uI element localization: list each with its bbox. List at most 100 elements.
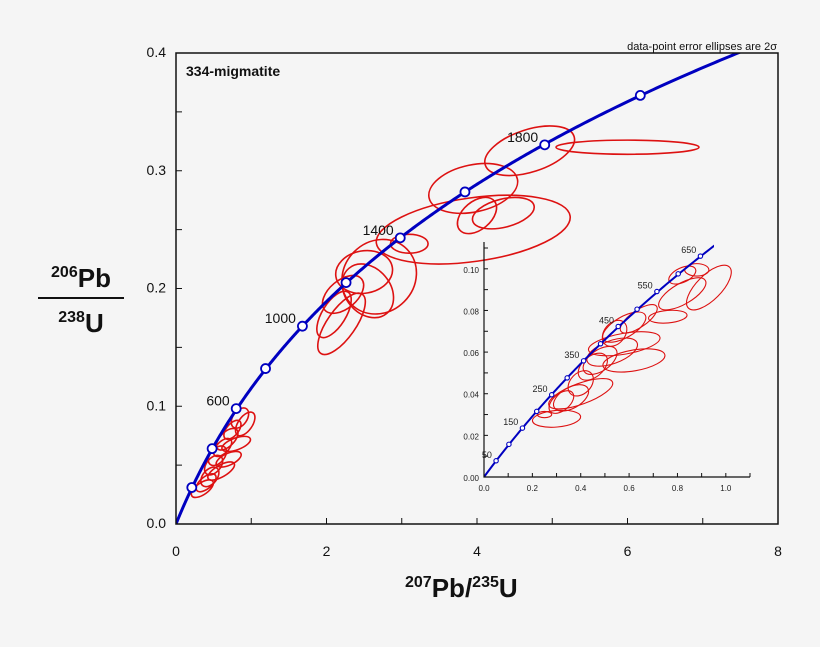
age-label: 600 xyxy=(206,393,230,409)
age-marker xyxy=(548,392,555,398)
error-ellipse xyxy=(484,125,576,177)
error-ellipse xyxy=(602,311,647,343)
x-tick-label: 0.2 xyxy=(527,484,539,493)
error-ellipse xyxy=(536,410,553,419)
age-marker xyxy=(297,320,308,332)
y-tick-label: 0.00 xyxy=(463,474,479,483)
error-ellipse xyxy=(586,337,639,367)
age-marker xyxy=(615,323,621,330)
age-marker xyxy=(564,375,570,381)
age-label: 1000 xyxy=(265,310,296,326)
plot-frame xyxy=(175,52,779,525)
error-ellipse xyxy=(531,409,582,428)
age-marker xyxy=(230,403,242,415)
error-ellipse xyxy=(587,331,661,357)
age-label: 250 xyxy=(532,384,547,394)
error-ellipse xyxy=(619,304,658,334)
x-tick-label: 8 xyxy=(774,543,782,559)
error-ellipse xyxy=(471,196,535,230)
error-ellipse xyxy=(316,290,352,339)
error-ellipse xyxy=(215,450,243,468)
y-tick-label: 0.2 xyxy=(147,280,167,296)
age-label: 550 xyxy=(638,281,653,291)
x-tick-label: 0.8 xyxy=(672,484,684,493)
concordia-curve xyxy=(176,53,742,524)
age-marker xyxy=(506,441,512,448)
error-ellipse xyxy=(428,162,519,215)
error-ellipse xyxy=(221,435,252,453)
sample-title: 334-migmatite xyxy=(186,63,280,79)
age-label: 450 xyxy=(599,315,614,325)
age-marker xyxy=(260,363,271,374)
age-label: 1400 xyxy=(363,222,394,238)
y-num-element: Pb xyxy=(77,263,111,293)
error-ellipse xyxy=(555,139,700,156)
ellipse-note: data-point error ellipses are 2σ xyxy=(627,41,777,53)
age-marker xyxy=(580,358,587,364)
y-tick-label: 0.4 xyxy=(147,44,167,60)
error-ellipse xyxy=(375,194,572,265)
error-ellipse xyxy=(341,238,418,315)
y-num-isotope: 206 xyxy=(51,264,78,281)
y-axis-label: 206Pb 238U xyxy=(38,258,124,338)
axis-lines xyxy=(483,242,750,478)
age-marker xyxy=(394,232,406,244)
x-tick-label: 0.4 xyxy=(575,484,587,493)
age-marker xyxy=(519,425,526,431)
error-ellipse xyxy=(602,348,666,373)
error-ellipse xyxy=(567,370,594,397)
concordia-curve xyxy=(484,244,714,477)
error-ellipses xyxy=(190,125,700,499)
x-slash: / xyxy=(464,573,473,603)
x-tick-label: 0 xyxy=(172,543,180,559)
y-tick-label: 0.1 xyxy=(147,397,167,413)
age-marker xyxy=(675,271,681,277)
y-tick-label: 0.06 xyxy=(463,349,479,358)
x-tick-label: 1.0 xyxy=(720,484,732,493)
age-marker xyxy=(597,341,604,347)
axes: 0 2 4 6 8 0.0 0.1 0.2 0.3 0.4 xyxy=(147,44,783,559)
age-marker xyxy=(539,139,551,151)
error-ellipse xyxy=(321,274,365,315)
error-ellipse xyxy=(552,384,590,412)
x-den-isotope: 235 xyxy=(472,574,499,591)
age-marker xyxy=(697,253,704,259)
error-ellipse xyxy=(334,249,394,295)
age-marker xyxy=(459,186,471,198)
x-tick-label: 2 xyxy=(323,543,331,559)
error-ellipse xyxy=(206,461,236,481)
y-tick-label: 0.04 xyxy=(463,391,479,400)
concordia-curve-group xyxy=(176,53,742,524)
error-ellipses xyxy=(531,263,732,428)
age-marker xyxy=(206,443,218,455)
x-tick-label: 6 xyxy=(624,543,632,559)
age-marker xyxy=(634,306,640,312)
y-axis-numerator: 206Pb xyxy=(38,258,124,293)
error-ellipse xyxy=(686,264,732,311)
y-den-isotope: 238 xyxy=(58,309,85,326)
x-num-element: Pb xyxy=(431,573,465,603)
error-ellipse xyxy=(317,292,367,356)
y-tick-label: 0.08 xyxy=(463,307,479,316)
main-plot: 600 1000 1400 1800 0 2 4 6 8 0.0 0.1 0.2 0.3 0.4 xyxy=(147,44,783,559)
y-den-element: U xyxy=(84,308,104,338)
age-label: 1800 xyxy=(507,129,538,145)
error-ellipse xyxy=(647,309,688,324)
age-marker xyxy=(654,288,660,295)
age-marker xyxy=(493,458,499,464)
age-marker xyxy=(186,482,198,493)
concordia-curve-group xyxy=(484,244,714,477)
age-label: 350 xyxy=(564,350,579,360)
error-ellipse xyxy=(658,277,707,311)
age-label: 50 xyxy=(482,450,492,460)
y-tick-label: 0.3 xyxy=(147,162,167,178)
error-ellipse xyxy=(582,345,618,375)
x-axis-label: 207Pb/235U xyxy=(405,573,518,604)
age-marker xyxy=(340,277,352,289)
x-num-isotope: 207 xyxy=(405,574,432,591)
x-den-element: U xyxy=(498,573,518,603)
x-tick-label: 4 xyxy=(473,543,481,559)
y-tick-label: 0.0 xyxy=(147,515,167,531)
